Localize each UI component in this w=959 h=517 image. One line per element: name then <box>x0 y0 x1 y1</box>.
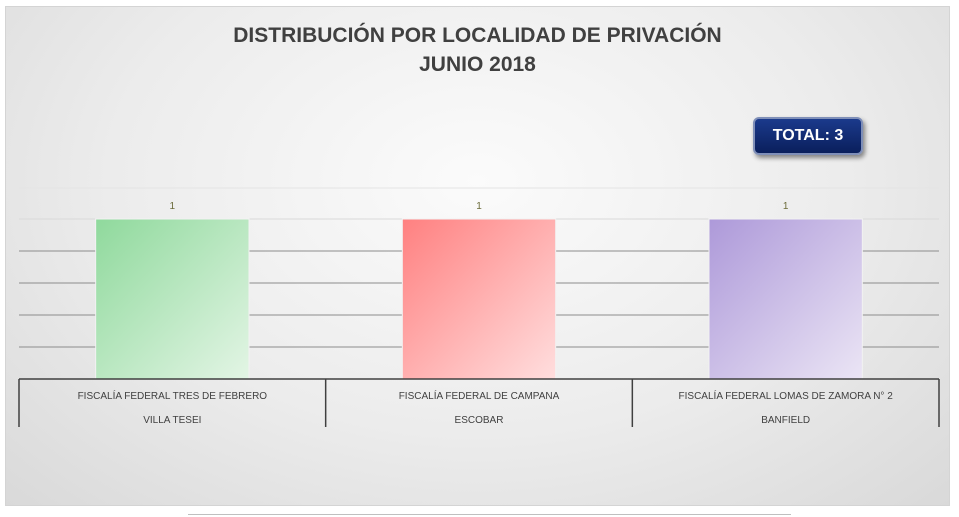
category-label-primary-2: FISCALÍA FEDERAL DE CAMPANA <box>399 389 560 402</box>
chart-title-block: DISTRIBUCIÓN POR LOCALIDAD DE PRIVACIÓN … <box>6 21 949 79</box>
category-axis: FISCALÍA FEDERAL TRES DE FEBRERO VILLA TE… <box>18 378 940 427</box>
chart-subtitle: JUNIO 2018 <box>419 53 536 76</box>
category-label-secondary-3: BANFIELD <box>761 415 810 426</box>
chart-title: DISTRIBUCIÓN POR LOCALIDAD DE PRIVACIÓN <box>233 24 722 47</box>
category-label-primary-3: FISCALÍA FEDERAL LOMAS DE ZAMORA N° 2 <box>679 389 894 402</box>
category-label-primary-1: FISCALÍA FEDERAL TRES DE FEBRERO <box>78 389 268 402</box>
category-label-secondary-2: ESCOBAR <box>455 415 504 426</box>
bar-plot: 1 1 1 FISCALÍA FEDERAL TRES DE FEBRERO VILL… <box>18 187 940 427</box>
bars <box>95 218 863 380</box>
category-label-secondary-1: VILLA TESEI <box>143 415 201 426</box>
data-label-3: 1 <box>783 201 789 212</box>
data-label-2: 1 <box>476 201 482 212</box>
bar-2 <box>401 218 557 380</box>
data-label-1: 1 <box>170 201 176 212</box>
data-labels: 1 1 1 <box>170 201 789 212</box>
total-badge: TOTAL: 3 <box>753 117 863 155</box>
bar-3 <box>708 218 863 380</box>
bar-1 <box>95 218 250 380</box>
bottom-divider <box>188 514 791 515</box>
chart-area: DISTRIBUCIÓN POR LOCALIDAD DE PRIVACIÓN … <box>5 6 950 506</box>
